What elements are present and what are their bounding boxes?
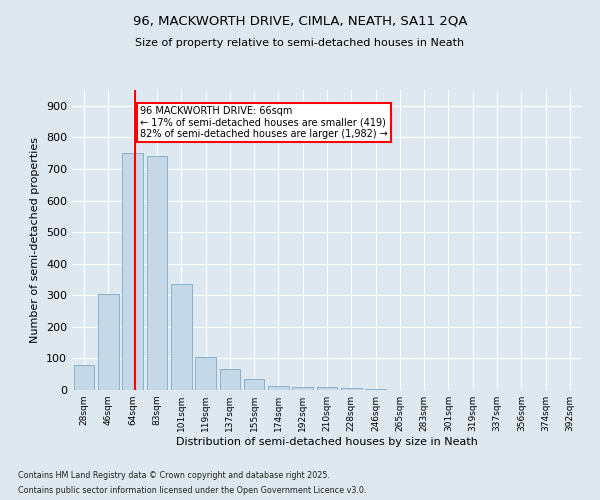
Bar [171, 284, 191, 390]
Bar [268, 386, 289, 390]
Bar [317, 387, 337, 390]
Bar [146, 156, 167, 390]
Bar [98, 294, 119, 390]
Text: Size of property relative to semi-detached houses in Neath: Size of property relative to semi-detach… [136, 38, 464, 48]
Bar [220, 368, 240, 390]
Bar [244, 379, 265, 390]
Text: 96 MACKWORTH DRIVE: 66sqm
← 17% of semi-detached houses are smaller (419)
82% of: 96 MACKWORTH DRIVE: 66sqm ← 17% of semi-… [140, 106, 388, 139]
Text: Contains public sector information licensed under the Open Government Licence v3: Contains public sector information licen… [18, 486, 367, 495]
Bar [292, 387, 313, 390]
Bar [74, 364, 94, 390]
Text: Contains HM Land Registry data © Crown copyright and database right 2025.: Contains HM Land Registry data © Crown c… [18, 471, 330, 480]
Bar [195, 357, 216, 390]
Bar [341, 388, 362, 390]
X-axis label: Distribution of semi-detached houses by size in Neath: Distribution of semi-detached houses by … [176, 437, 478, 447]
Y-axis label: Number of semi-detached properties: Number of semi-detached properties [31, 137, 40, 343]
Bar [122, 153, 143, 390]
Text: 96, MACKWORTH DRIVE, CIMLA, NEATH, SA11 2QA: 96, MACKWORTH DRIVE, CIMLA, NEATH, SA11 … [133, 15, 467, 28]
